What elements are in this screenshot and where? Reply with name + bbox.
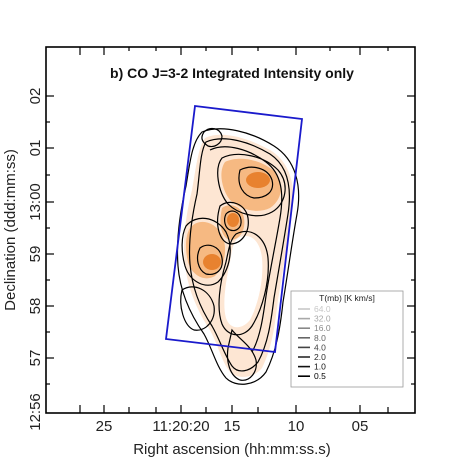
contour-south-tail [226, 328, 257, 381]
y-axis-title: Declination (ddd:mm:ss) [2, 149, 19, 311]
x-tick-label: 11:20:20 [152, 418, 209, 435]
contour-2 [188, 138, 291, 372]
contour-west [181, 217, 231, 286]
x-tick-label: 05 [352, 418, 369, 435]
axis-ticks [46, 47, 415, 413]
legend-label: 16.0 [314, 323, 331, 333]
central-hole [224, 236, 263, 328]
emission-peak-north [246, 172, 270, 188]
y-tick-label: 58 [27, 298, 44, 315]
contour-center [217, 201, 249, 245]
x-tick-labels: 25 11:20:20 15 10 05 [96, 418, 369, 435]
legend-label: 64.0 [314, 304, 331, 314]
x-axis-title: Right ascension (hh:mm:ss.s) [133, 441, 331, 458]
legend-label: 1.0 [314, 362, 326, 372]
legend-title: T(mb) [K km/s] [319, 293, 375, 303]
legend: T(mb) [K km/s] 64.032.016.08.04.02.01.00… [290, 290, 404, 388]
panel-title: b) CO J=3-2 Integrated Intensity only [110, 65, 354, 81]
emission-peak-center [227, 213, 239, 227]
contour-west-inner [196, 244, 223, 275]
contour-nw-knot [201, 127, 223, 148]
legend-label: 8.0 [314, 333, 326, 343]
x-tick-label: 10 [288, 418, 305, 435]
y-tick-label: 12:56 [27, 393, 44, 431]
legend-entries: 64.032.016.08.04.02.01.00.5 [298, 304, 331, 381]
contour-north-inner [238, 166, 274, 199]
contour-outer [176, 128, 300, 385]
y-tick-label: 01 [27, 140, 44, 157]
y-tick-label: 57 [27, 350, 44, 367]
legend-label: 2.0 [314, 352, 326, 362]
y-tick-labels: 02 01 13:00 59 58 57 12:56 [27, 88, 44, 431]
legend-label: 32.0 [314, 314, 331, 324]
contour-lines [176, 127, 300, 385]
y-tick-label: 02 [27, 88, 44, 105]
legend-box [290, 290, 404, 388]
emission-peak-west [203, 254, 221, 270]
contour-west-lobe [180, 286, 215, 331]
x-tick-label: 15 [224, 418, 241, 435]
x-tick-label: 25 [96, 418, 113, 435]
legend-label: 0.5 [314, 371, 326, 381]
legend-label: 4.0 [314, 342, 326, 352]
footprint-box [164, 104, 303, 354]
y-tick-label: 13:00 [27, 183, 44, 221]
contour-center-inner [224, 210, 242, 232]
y-tick-label: 59 [27, 246, 44, 263]
contour-3 [209, 146, 283, 353]
contour-north [217, 153, 286, 217]
